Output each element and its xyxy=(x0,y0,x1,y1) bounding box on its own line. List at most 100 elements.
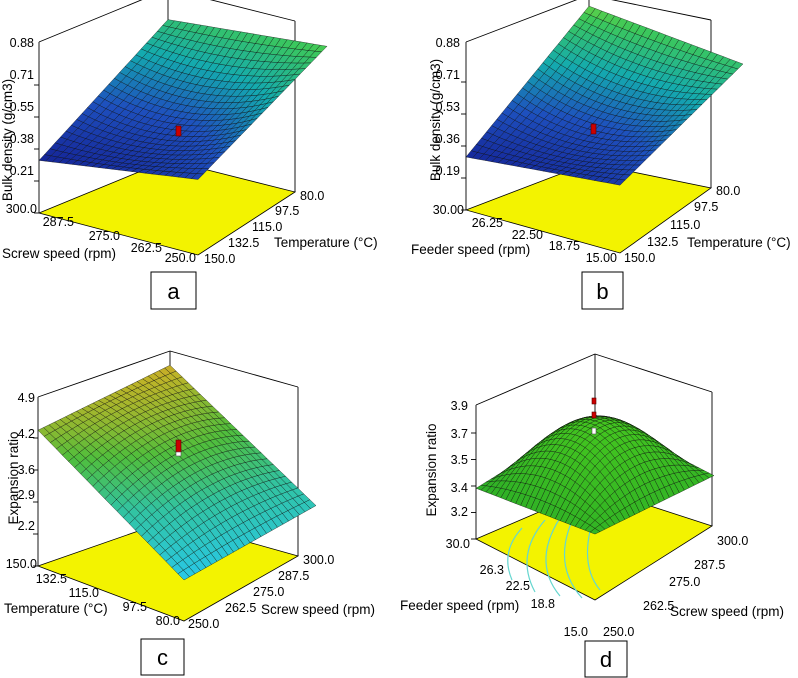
y-tick-label: 250.0 xyxy=(603,625,634,639)
design-point-marker xyxy=(175,439,182,453)
z-axis-ticks: 4.9 4.2 3.6 2.9 2.2 xyxy=(18,391,35,533)
design-point-marker xyxy=(590,123,597,135)
box-edge xyxy=(37,350,171,398)
z-tick-label: 0.53 xyxy=(436,100,460,114)
y-tick-label: 97.5 xyxy=(694,200,718,214)
z-tick-label: 3.9 xyxy=(451,399,468,413)
contour-line xyxy=(545,511,565,597)
x-axis-label: Feeder speed (rpm) xyxy=(400,598,519,613)
panel-label: d xyxy=(600,647,612,672)
z-axis-ticks: 0.88 0.71 0.53 0.36 0.19 xyxy=(436,36,460,178)
design-points xyxy=(175,439,182,457)
surface-cell xyxy=(589,528,601,535)
chart-panel-d: 3.9 3.7 3.5 3.4 3.2 30.0 26.3 22.5 18.8 … xyxy=(400,353,784,678)
x-axis-label: Temperature (°C) xyxy=(4,601,108,616)
design-point-marker xyxy=(591,397,597,405)
contour-line xyxy=(526,519,546,593)
y-tick-label: 132.5 xyxy=(647,235,678,249)
design-points xyxy=(591,397,597,435)
z-tick-label: 4.2 xyxy=(18,427,35,441)
panel-label-box xyxy=(150,271,197,310)
panel-label-box xyxy=(140,638,185,676)
design-point-marker xyxy=(591,427,597,435)
surface-cell xyxy=(613,179,626,186)
x-tick-label: 97.5 xyxy=(123,600,147,614)
z-tick-label: 0.71 xyxy=(10,68,34,82)
box-edge xyxy=(209,0,296,22)
z-tick-label: 0.88 xyxy=(10,36,34,50)
design-point-marker xyxy=(175,451,182,457)
z-axis-label: Expansion ratio xyxy=(6,431,21,524)
z-tick-label: 3.6 xyxy=(18,463,35,477)
y-tick-label: 115.0 xyxy=(252,220,282,234)
panel-label: b xyxy=(596,279,608,304)
panel-label: a xyxy=(167,279,180,304)
z-tick-label: 0.36 xyxy=(436,132,460,146)
y-tick-label: 300.0 xyxy=(303,553,334,567)
y-tick-label: 287.5 xyxy=(278,569,309,583)
z-tick-label: 0.38 xyxy=(10,132,34,146)
x-tick-label: 22.50 xyxy=(512,228,543,242)
box-edge xyxy=(475,353,596,406)
x-tick-label: 15.00 xyxy=(586,251,617,265)
response-surface xyxy=(475,414,715,535)
y-tick-label: 80.0 xyxy=(716,184,740,198)
y-tick-label: 80.0 xyxy=(300,189,324,203)
y-tick-label: 262.5 xyxy=(225,601,256,615)
z-tick-label: 4.9 xyxy=(18,391,35,405)
x-tick-label: 262.5 xyxy=(131,241,162,255)
x-tick-label: 250.0 xyxy=(165,251,196,265)
y-axis-ticks: 80.0 97.5 115.0 132.5 150.0 xyxy=(624,184,740,265)
z-tick-label: 3.7 xyxy=(451,427,468,441)
y-tick-label: 97.5 xyxy=(275,204,299,218)
x-axis-ticks: 30.0 26.3 22.5 18.8 15.0 xyxy=(446,537,588,639)
response-surface xyxy=(38,19,328,180)
x-tick-label: 287.5 xyxy=(43,215,74,229)
design-points xyxy=(590,123,597,135)
surface-cell xyxy=(177,569,190,581)
design-point-marker xyxy=(175,125,182,137)
z-tick-label: 0.19 xyxy=(436,164,460,178)
response-surface xyxy=(465,5,744,186)
y-axis-ticks: 300.0 287.5 275.0 262.5 250.0 xyxy=(188,553,334,631)
z-tick-label: 3.4 xyxy=(451,481,468,495)
x-axis-ticks: 300.0 287.5 275.0 262.5 250.0 xyxy=(6,202,196,265)
x-tick-label: 30.0 xyxy=(446,537,470,551)
y-axis-label: Temperature (°C) xyxy=(274,235,378,250)
x-tick-label: 18.75 xyxy=(549,239,580,253)
y-tick-label: 262.5 xyxy=(643,599,674,613)
x-axis-label: Feeder speed (rpm) xyxy=(411,242,530,257)
response-surface xyxy=(37,364,317,581)
z-axis-label: Expansion ratio xyxy=(424,423,439,516)
chart-panel-a: 0.88 0.71 0.55 0.38 0.21 300.0 287.5 275… xyxy=(0,0,378,310)
panel-label-box xyxy=(584,640,628,678)
x-axis-ticks: 150.0 132.5 115.0 97.5 80.0 xyxy=(6,557,180,628)
x-tick-label: 30.00 xyxy=(433,203,464,217)
design-point-marker xyxy=(591,411,597,419)
y-tick-label: 132.5 xyxy=(228,236,259,250)
design-points xyxy=(175,125,182,137)
chart-panel-c: 4.9 4.2 3.6 2.9 2.2 150.0 132.5 115.0 97… xyxy=(4,350,375,676)
y-tick-label: 150.0 xyxy=(624,251,655,265)
z-tick-label: 0.88 xyxy=(436,36,460,50)
x-tick-label: 18.8 xyxy=(531,597,555,611)
z-tick-label: 0.21 xyxy=(10,164,34,178)
z-axis-label: Bulk density (g/cm3) xyxy=(428,59,443,181)
x-tick-label: 132.5 xyxy=(36,572,67,586)
y-tick-label: 150.0 xyxy=(204,252,235,266)
z-tick-label: 2.2 xyxy=(18,519,35,533)
x-axis-ticks: 30.00 26.25 22.50 18.75 15.00 xyxy=(433,203,617,265)
y-axis-ticks: 80.0 97.5 115.0 132.5 150.0 xyxy=(204,189,324,266)
box-edge xyxy=(169,350,299,388)
z-axis-ticks: 0.88 0.71 0.55 0.38 0.21 xyxy=(10,36,34,178)
floor-contours xyxy=(507,499,601,599)
box-edge xyxy=(611,0,712,21)
z-tick-label: 3.2 xyxy=(451,505,468,519)
x-tick-label: 275.0 xyxy=(89,229,120,243)
surface-cell xyxy=(191,173,204,180)
y-axis-label: Temperature (°C) xyxy=(687,235,791,250)
x-tick-label: 300.0 xyxy=(6,202,37,216)
y-axis-label: Screw speed (rpm) xyxy=(670,604,784,619)
x-tick-label: 150.0 xyxy=(6,557,37,571)
contour-line xyxy=(507,527,523,581)
